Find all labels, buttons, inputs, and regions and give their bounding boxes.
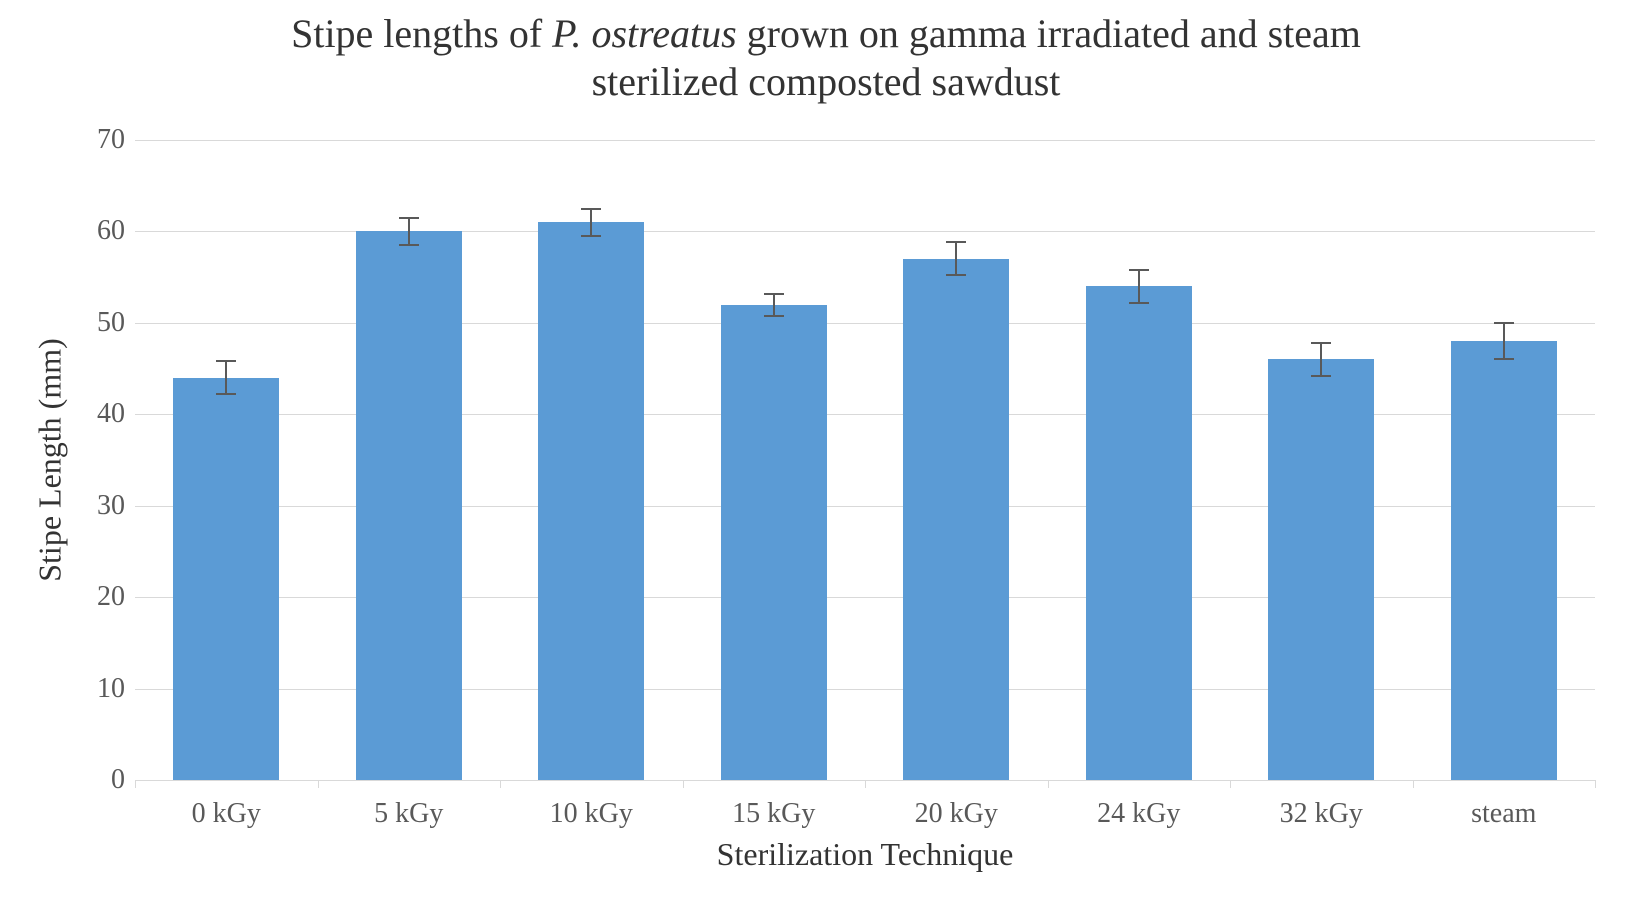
x-tickmark [1595,780,1596,788]
errorbar-cap [216,360,236,362]
x-tickmark [865,780,866,788]
errorbar [1138,270,1140,303]
bar [1086,286,1192,780]
title-pre: Stipe lengths of [291,11,552,56]
bar [356,231,462,780]
errorbar-cap [581,235,601,237]
xtick-label: 15 kGy [732,798,815,830]
ytick-label: 20 [75,581,125,613]
ytick-label: 0 [75,764,125,796]
x-tickmark [318,780,319,788]
errorbar [773,294,775,316]
gridline [135,506,1595,507]
chart-title: Stipe lengths of P. ostreatus grown on g… [0,10,1652,106]
x-tickmark [1230,780,1231,788]
bar [903,259,1009,780]
errorbar [1503,323,1505,360]
title-post: grown on gamma irradiated and steam [737,11,1361,56]
xtick-label: 0 kGy [192,798,261,830]
bar [538,222,644,780]
bar [1451,341,1557,780]
errorbar-cap [1494,322,1514,324]
chart-title-line1: Stipe lengths of P. ostreatus grown on g… [0,10,1652,58]
x-axis-title: Sterilization Technique [717,836,1014,873]
ytick-label: 50 [75,307,125,339]
x-tickmark [1413,780,1414,788]
xtick-label: 24 kGy [1097,798,1180,830]
x-tickmark [500,780,501,788]
errorbar-cap [1129,302,1149,304]
bar [1268,359,1374,780]
ytick-label: 10 [75,673,125,705]
y-axis-title: Stipe Length (mm) [32,338,69,582]
x-tickmark [1048,780,1049,788]
bar [721,305,827,780]
xtick-label: 32 kGy [1280,798,1363,830]
errorbar-cap [216,393,236,395]
xtick-label: 20 kGy [915,798,998,830]
x-tickmark [683,780,684,788]
chart-title-line2: sterilized composted sawdust [0,58,1652,106]
errorbar [1320,343,1322,376]
xtick-label: 5 kGy [374,798,443,830]
errorbar-cap [1494,358,1514,360]
bar [173,378,279,780]
errorbar-cap [581,208,601,210]
gridline [135,597,1595,598]
bar-chart: Stipe lengths of P. ostreatus grown on g… [0,0,1652,912]
gridline [135,140,1595,141]
ytick-label: 30 [75,490,125,522]
errorbar-cap [399,217,419,219]
errorbar-cap [764,315,784,317]
errorbar [408,218,410,245]
xtick-label: 10 kGy [550,798,633,830]
x-tickmark [135,780,136,788]
xtick-label: steam [1471,798,1536,830]
errorbar-cap [1129,269,1149,271]
errorbar-cap [946,241,966,243]
errorbar-cap [1311,375,1331,377]
errorbar [590,209,592,236]
gridline [135,689,1595,690]
title-italic: P. ostreatus [552,11,736,56]
ytick-label: 70 [75,124,125,156]
errorbar-cap [1311,342,1331,344]
gridline [135,414,1595,415]
errorbar [225,361,227,394]
gridline [135,231,1595,232]
ytick-label: 40 [75,398,125,430]
errorbar-cap [399,244,419,246]
gridline [135,323,1595,324]
errorbar [955,242,957,275]
errorbar-cap [946,274,966,276]
plot-area: 0102030405060700 kGy5 kGy10 kGy15 kGy20 … [135,140,1595,780]
errorbar-cap [764,293,784,295]
ytick-label: 60 [75,215,125,247]
